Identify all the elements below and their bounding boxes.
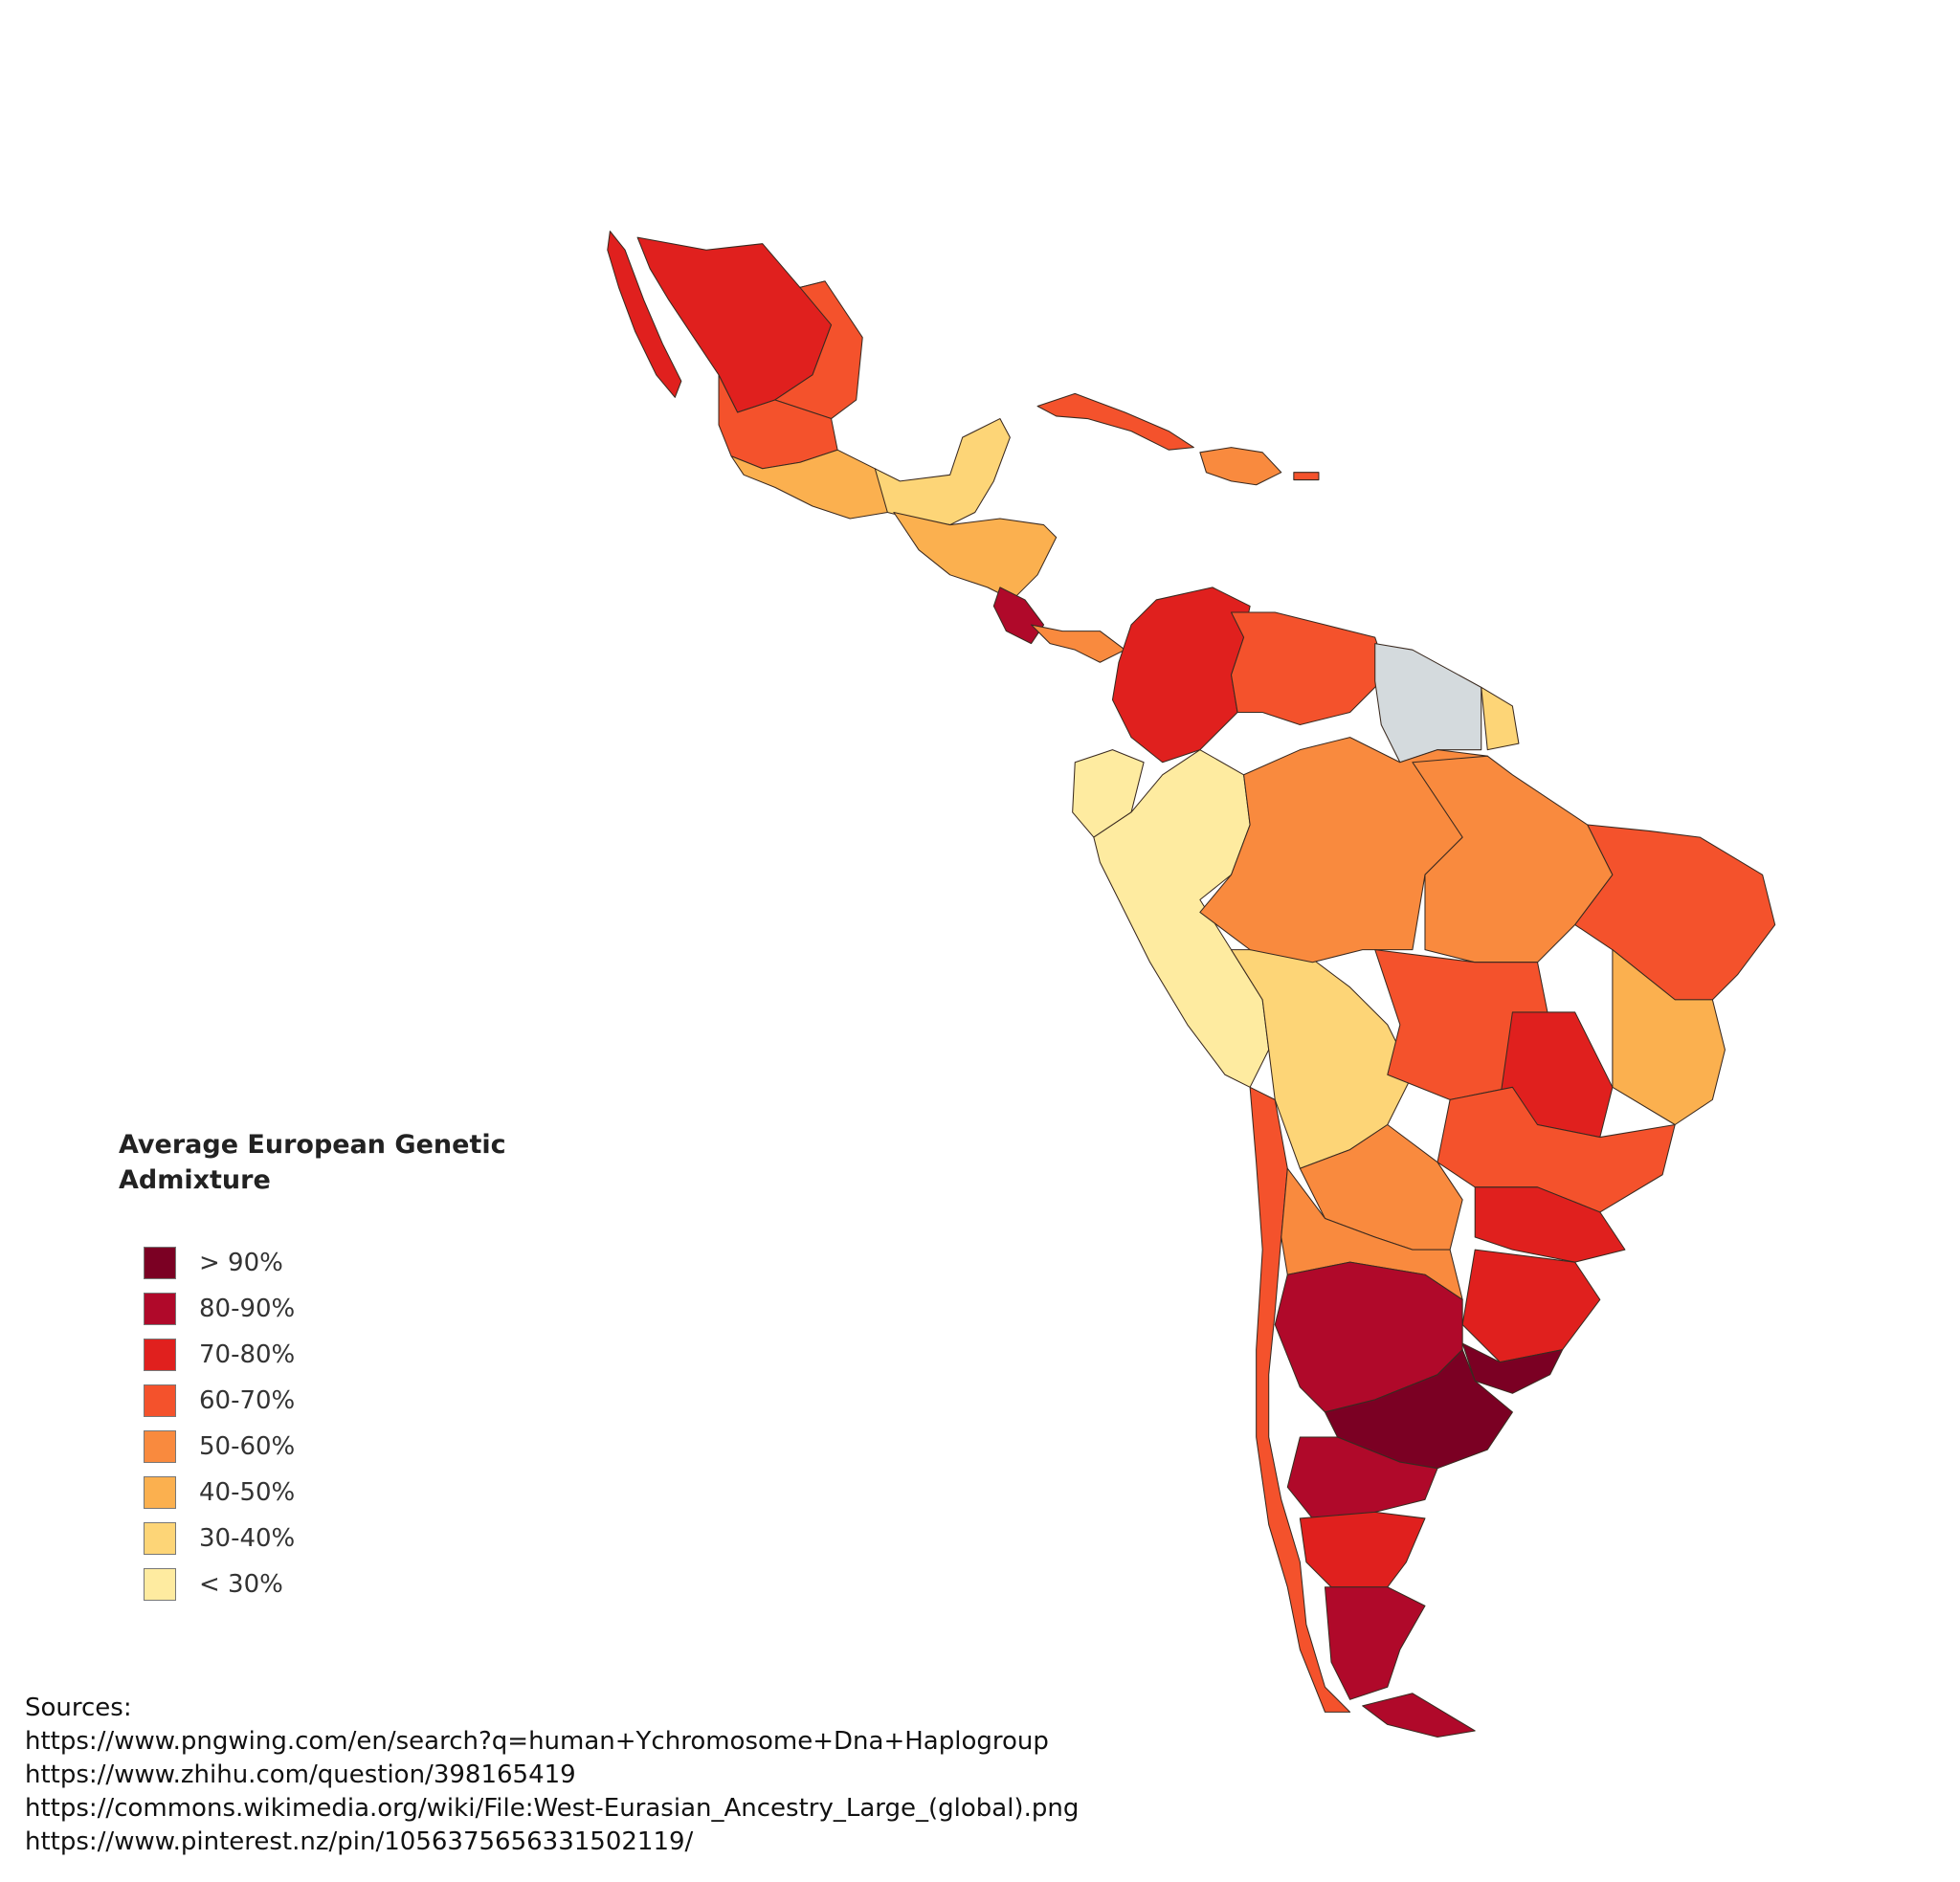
region (1437, 1086, 1676, 1213)
source-link: https://www.pinterest.nz/pin/10563756563… (25, 1827, 694, 1856)
region (1324, 1586, 1426, 1700)
legend: Average European Genetic Admixture > 90%… (119, 1127, 521, 1607)
region (1231, 611, 1389, 726)
region (1412, 755, 1614, 963)
legend-label: 60-70% (199, 1386, 296, 1415)
source-link: https://commons.wikimedia.org/wiki/File:… (25, 1794, 1080, 1823)
legend-title: Average European Genetic Admixture (119, 1130, 506, 1195)
legend-entry: < 30% (144, 1561, 521, 1607)
legend-entry: 30-40% (144, 1516, 521, 1561)
legend-entry: > 90% (144, 1240, 521, 1286)
legend-swatch (144, 1568, 176, 1601)
region (893, 511, 1058, 601)
legend-label: 70-80% (199, 1340, 296, 1369)
legend-swatch (144, 1522, 176, 1555)
region (874, 418, 1011, 526)
region (992, 587, 1045, 645)
region (1031, 624, 1126, 663)
legend-entry: 40-50% (144, 1470, 521, 1516)
region-no-data (1374, 643, 1482, 764)
legend-items: > 90% 80-90% 70-80% 60-70% 50-60% 40-50% 30-40… (119, 1240, 521, 1607)
legend-label: < 30% (199, 1570, 283, 1599)
source-link: https://www.pngwing.com/en/search?q=huma… (25, 1727, 1049, 1756)
legend-entry: 50-60% (144, 1424, 521, 1470)
region (1362, 1693, 1476, 1738)
region (1574, 824, 1776, 1001)
region (1199, 447, 1282, 486)
regions (607, 231, 1776, 1738)
region (1249, 1086, 1351, 1713)
region (1293, 472, 1320, 481)
legend-swatch (144, 1247, 176, 1279)
legend-label: 80-90% (199, 1295, 296, 1323)
region (1324, 1349, 1513, 1470)
legend-label: > 90% (199, 1249, 283, 1277)
region (1474, 1186, 1626, 1263)
legend-entry: 70-80% (144, 1332, 521, 1378)
legend-label: 30-40% (199, 1524, 296, 1553)
legend-swatch (144, 1430, 176, 1463)
region (1481, 686, 1520, 751)
legend-label: 40-50% (199, 1478, 296, 1507)
legend-entry: 80-90% (144, 1286, 521, 1332)
legend-entry: 60-70% (144, 1378, 521, 1424)
region (1286, 1436, 1438, 1519)
legend-swatch (144, 1476, 176, 1509)
legend-swatch (144, 1293, 176, 1325)
legend-label: 50-60% (199, 1432, 296, 1461)
sources-heading: Sources: (25, 1694, 132, 1722)
region (1111, 587, 1251, 764)
sources: Sources: https://www.pngwing.com/en/sear… (25, 1692, 1079, 1859)
legend-swatch (144, 1339, 176, 1371)
region (607, 231, 682, 398)
region (1299, 1511, 1426, 1588)
region (1036, 392, 1194, 451)
region (1461, 1249, 1601, 1363)
region (1612, 949, 1726, 1126)
source-link: https://www.zhihu.com/question/398165419 (25, 1760, 576, 1789)
legend-swatch (144, 1384, 176, 1417)
